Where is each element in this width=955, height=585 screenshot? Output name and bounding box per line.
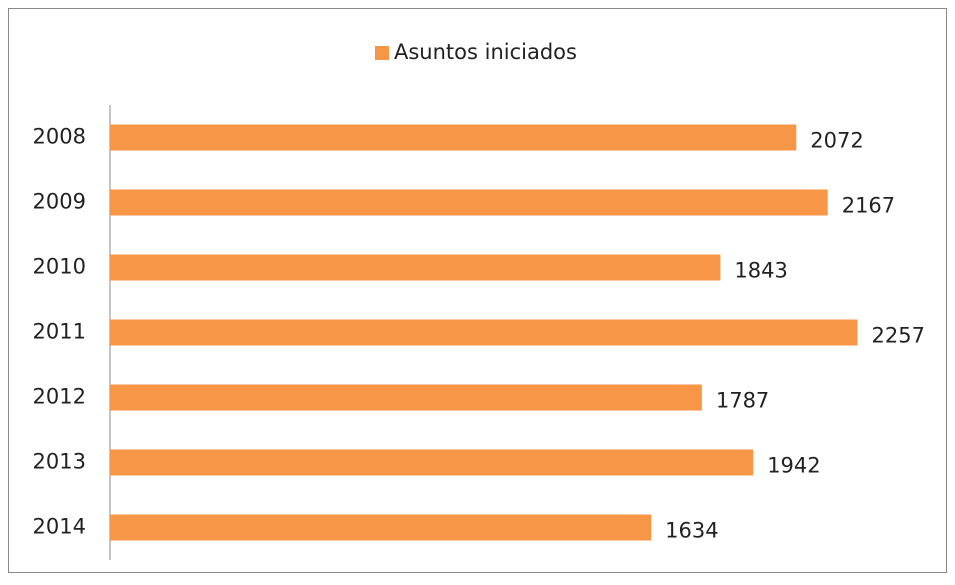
bar: [110, 449, 754, 476]
y-tick-label: 2012: [33, 385, 86, 409]
bar: [110, 319, 858, 346]
data-label: 1942: [767, 454, 820, 478]
bar: [110, 189, 828, 216]
data-label: 1634: [665, 519, 718, 543]
data-label: 1787: [716, 389, 769, 413]
data-label: 2072: [810, 129, 863, 153]
y-tick-label: 2014: [33, 515, 86, 539]
bar: [110, 514, 652, 541]
chart-border: [8, 8, 947, 573]
y-tick-label: 2011: [33, 320, 86, 344]
y-tick-label: 2009: [33, 190, 86, 214]
legend-label: Asuntos iniciados: [394, 40, 577, 64]
data-label: 2257: [872, 324, 925, 348]
data-label: 1843: [734, 259, 787, 283]
bar: [110, 124, 797, 151]
data-label: 2167: [842, 194, 895, 218]
y-tick-label: 2013: [33, 450, 86, 474]
legend-swatch: [375, 46, 389, 60]
bar: [110, 254, 721, 281]
bar: [110, 384, 702, 411]
y-tick-label: 2010: [33, 255, 86, 279]
y-tick-label: 2008: [33, 125, 86, 149]
